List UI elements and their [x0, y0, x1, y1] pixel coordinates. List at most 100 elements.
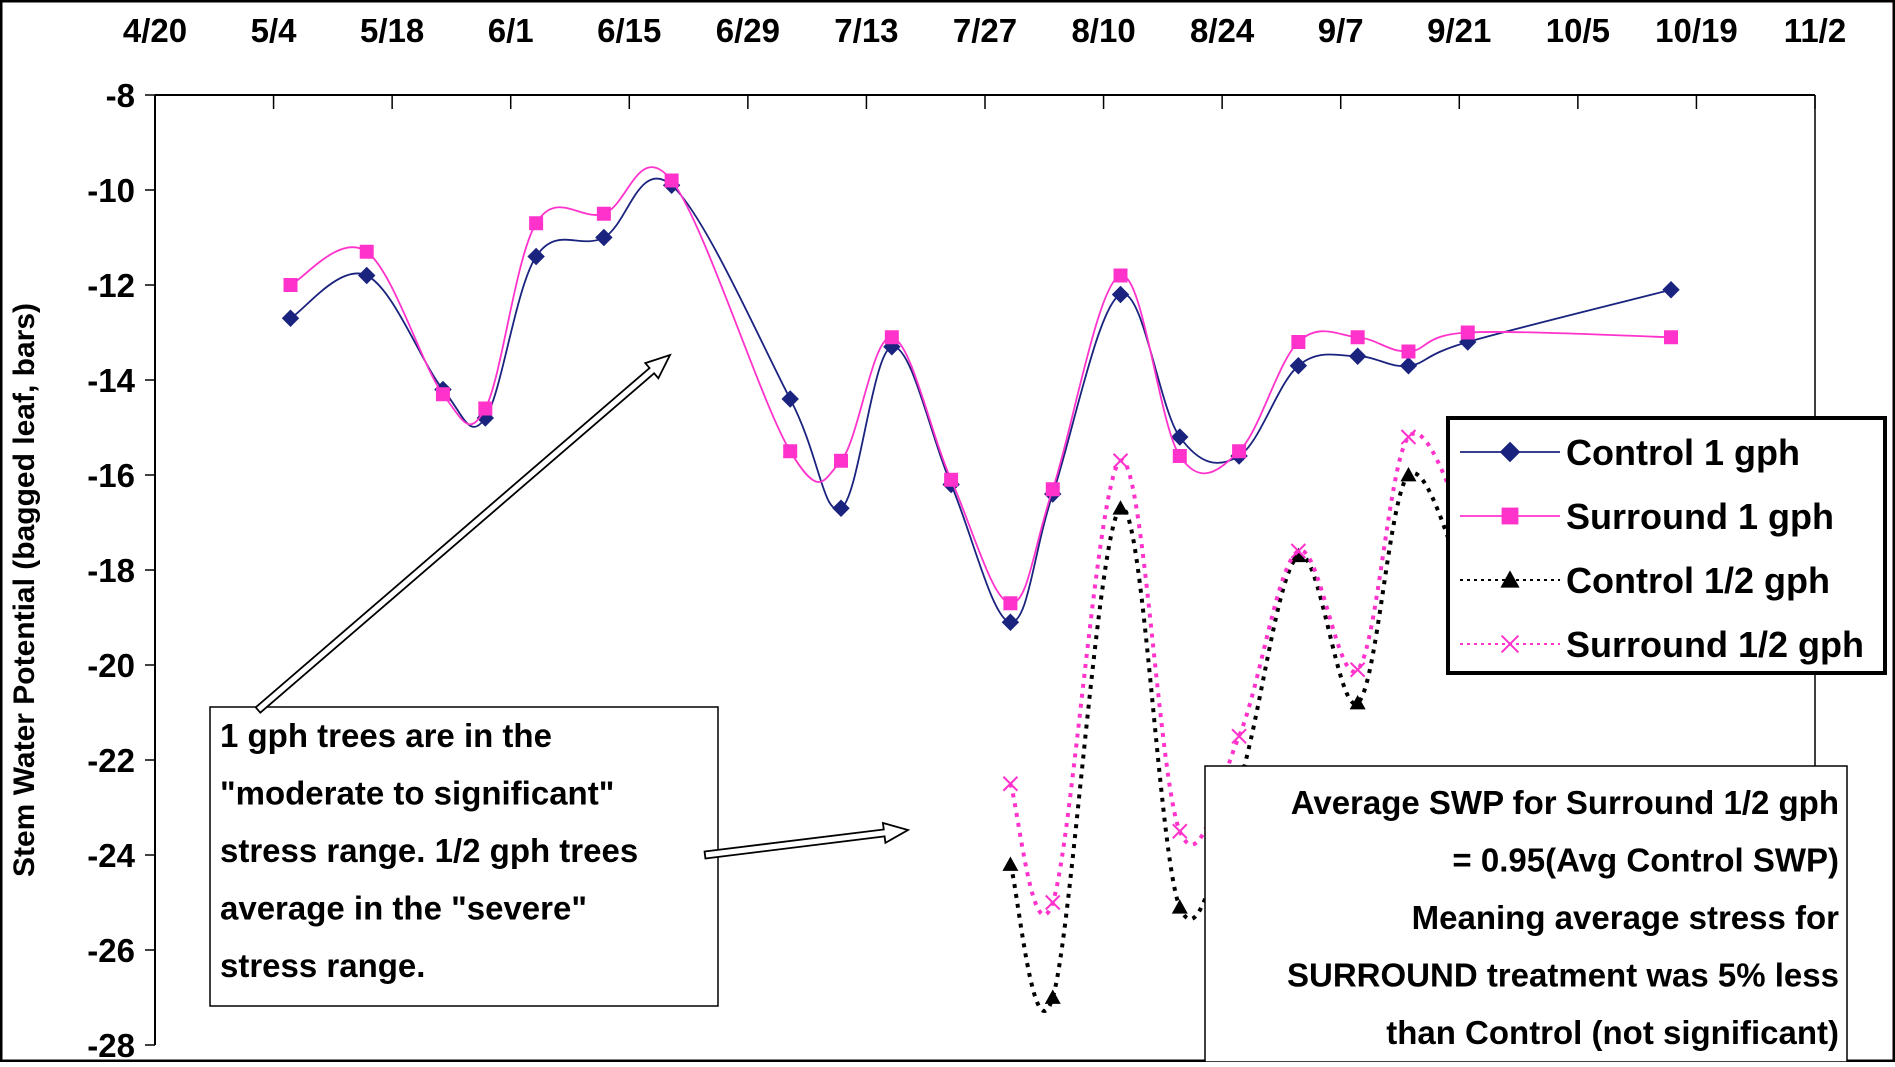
annotations-group: 1 gph trees are in the "moderate to signi… — [209, 353, 1848, 1063]
data-point-surround-1-gph — [529, 216, 544, 231]
data-point-surround-1-2-gph — [1349, 662, 1366, 678]
data-point-control-1-2-gph — [1400, 467, 1417, 482]
data-point-surround-1-gph — [1291, 335, 1306, 349]
data-point-control-1-2-gph — [1112, 500, 1129, 515]
x-tick-label: 11/2 — [1784, 12, 1846, 49]
data-point-surround-1-gph — [435, 387, 450, 402]
y-tick-label: -28 — [87, 1027, 135, 1062]
data-point-control-1-gph — [1289, 357, 1308, 375]
annotation-average-line: Average SWP for Surround 1/2 gph — [1291, 784, 1839, 821]
x-tick-label: 6/15 — [597, 12, 661, 49]
data-point-control-1-gph — [527, 247, 545, 266]
x-marker-stroke — [1002, 776, 1019, 792]
x-tick-label: 4/20 — [123, 12, 187, 49]
x-tick-label: 9/21 — [1427, 12, 1491, 49]
data-point-surround-1-gph — [944, 472, 959, 487]
y-tick-label: -26 — [87, 932, 135, 969]
x-tick-label: 7/27 — [953, 12, 1017, 49]
y-tick-label: -16 — [87, 457, 135, 494]
data-point-control-1-gph — [1111, 285, 1130, 304]
series-line-control-1-2-gph — [1008, 470, 1470, 1013]
data-point-control-1-gph — [358, 266, 376, 285]
x-tick-labels: 4/20 5/4 5/18 6/1 6/15 6/29 7/13 7/27 8/10 8/24 9/… — [123, 12, 1846, 49]
x-marker-stroke — [1045, 894, 1061, 911]
legend-label-control-1-2-gph: Control 1/2 gph — [1566, 560, 1830, 601]
data-point-surround-1-gph — [1003, 596, 1018, 611]
x-marker-stroke — [1349, 662, 1366, 678]
series-surround-1-gph — [283, 166, 1679, 611]
data-point-surround-1-2-gph — [1400, 429, 1417, 445]
data-point-surround-1-gph — [1172, 449, 1187, 463]
annotation-average-line: Meaning average stress for — [1412, 899, 1839, 936]
x-tick-label: 8/24 — [1190, 12, 1255, 49]
data-point-surround-1-gph — [884, 330, 899, 345]
x-marker-stroke — [1290, 543, 1307, 559]
legend-marker-control-1-2-gph — [1500, 570, 1520, 588]
data-point-surround-1-gph — [1460, 325, 1475, 340]
x-marker-stroke — [1112, 453, 1129, 469]
legend-marker-surround-1-gph — [1501, 507, 1519, 525]
annotation-average-line: than Control (not significant) — [1386, 1014, 1839, 1051]
x-marker-stroke — [1231, 728, 1247, 744]
y-tick-labels: -8 -10 -12 -14 -16 -18 -20 -22 -24 -26 -28 — [87, 77, 135, 1064]
data-point-surround-1-2-gph — [1112, 453, 1129, 469]
y-axis-title: Stem Water Potential (bagged leaf, bars) — [8, 303, 41, 877]
data-point-control-1-2-gph — [1290, 547, 1307, 563]
data-point-control-1-gph — [595, 228, 613, 247]
x-tick-label: 8/10 — [1071, 12, 1135, 49]
x-marker-stroke — [1400, 429, 1417, 445]
x-tick-label: 5/18 — [360, 12, 424, 49]
data-point-surround-1-gph — [1350, 330, 1365, 345]
y-tick-label: -14 — [87, 362, 135, 399]
x-tick-label: 6/1 — [488, 12, 534, 49]
annotation-average-line: SURROUND treatment was 5% less — [1287, 957, 1839, 994]
y-tick-label: -8 — [106, 77, 135, 114]
data-point-surround-1-2-gph — [1045, 894, 1061, 911]
data-point-control-1-gph — [781, 390, 799, 408]
legend-label-surround-1-gph: Surround 1 gph — [1566, 496, 1834, 537]
y-tick-label: -20 — [87, 647, 135, 684]
annotation-stress-line: stress range. — [220, 947, 425, 984]
y-tick-label: -24 — [87, 837, 135, 874]
data-point-control-1-2-gph — [1349, 695, 1366, 710]
y-tick-label: -18 — [87, 552, 135, 589]
data-point-surround-1-gph — [834, 453, 849, 468]
annotation-stress-line: stress range. 1/2 gph trees — [220, 832, 638, 869]
data-point-surround-1-gph — [283, 278, 298, 292]
data-point-surround-1-gph — [359, 244, 374, 259]
x-tick-label: 9/7 — [1318, 12, 1364, 49]
data-point-surround-1-gph — [1232, 444, 1247, 459]
annotation-box-average — [1204, 765, 1848, 1063]
data-point-surround-1-2-gph — [1231, 728, 1247, 744]
data-point-surround-1-gph — [664, 173, 679, 188]
data-point-control-1-gph — [1001, 613, 1020, 631]
annotation-arrow-upper — [254, 353, 672, 714]
x-marker-stroke — [1500, 634, 1520, 654]
annotation-stress-line: 1 gph trees are in the — [220, 717, 552, 754]
y-tick-label: -12 — [87, 267, 135, 304]
legend-label-surround-1-2-gph: Surround 1/2 gph — [1566, 624, 1864, 665]
x-tick-label: 5/4 — [251, 12, 298, 49]
annotation-box-stress — [209, 706, 719, 1007]
annotation-stress-line: average in the "severe" — [220, 890, 587, 927]
data-point-surround-1-gph — [783, 444, 798, 459]
legend-label-control-1-gph: Control 1 gph — [1566, 432, 1800, 473]
legend: Control 1 gph Surround 1 gph Control 1/2 g… — [1446, 416, 1887, 675]
x-tick-label: 10/19 — [1655, 12, 1738, 49]
annotation-average-line: = 0.95(Avg Control SWP) — [1452, 842, 1839, 879]
x-tick-label: 7/13 — [834, 12, 898, 49]
annotation-arrow-lower — [703, 821, 911, 860]
data-point-control-1-2-gph — [1171, 899, 1188, 914]
y-tick-label: -10 — [87, 172, 135, 209]
x-marker-stroke — [1172, 823, 1188, 839]
data-point-surround-1-2-gph — [1290, 543, 1307, 559]
data-point-control-1-gph — [1399, 357, 1418, 375]
data-point-surround-1-gph — [596, 206, 611, 221]
data-point-surround-1-gph — [478, 401, 493, 416]
legend-box — [1446, 416, 1887, 675]
data-point-control-1-gph — [1348, 347, 1367, 365]
data-point-surround-1-gph — [1401, 344, 1416, 359]
legend-marker-surround-1-2-gph — [1500, 634, 1520, 654]
